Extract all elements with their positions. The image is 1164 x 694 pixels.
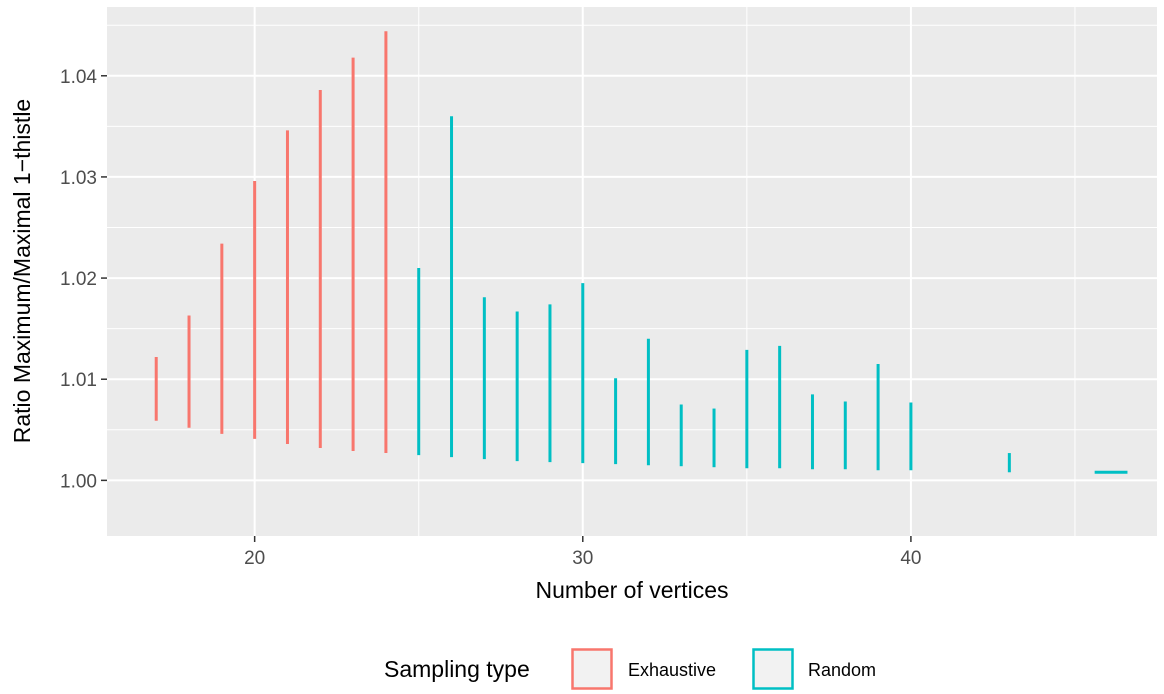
legend-key-exhaustive-frame [571, 648, 613, 690]
chart-marks [154, 31, 1128, 474]
x-tick-label: 20 [244, 548, 265, 569]
y-tick-label: 1.04 [60, 67, 97, 88]
y-tick-label: 1.02 [60, 269, 97, 290]
y-tick-label: 1.03 [60, 168, 97, 189]
legend-label-random: Random [808, 660, 876, 680]
legend: Sampling type Exhaustive Random [384, 648, 876, 690]
grid-minor [107, 7, 1157, 536]
y-axis-title: Ratio Maximum/Maximal 1−thistle [9, 99, 35, 443]
y-axis: 1.00 1.01 1.02 1.03 1.04 [60, 67, 107, 492]
x-tick-label: 40 [900, 548, 921, 569]
legend-key-random-frame [752, 648, 794, 690]
x-axis: 20 30 40 [244, 536, 921, 569]
y-tick-label: 1.01 [60, 370, 97, 391]
legend-title: Sampling type [384, 656, 530, 682]
legend-label-exhaustive: Exhaustive [628, 660, 716, 680]
y-tick-label: 1.00 [60, 471, 97, 492]
x-axis-title: Number of vertices [535, 577, 728, 603]
panel-background [107, 7, 1157, 536]
x-tick-label: 30 [572, 548, 593, 569]
legend-key-exhaustive [572, 649, 612, 689]
legend-key-random [753, 649, 793, 689]
